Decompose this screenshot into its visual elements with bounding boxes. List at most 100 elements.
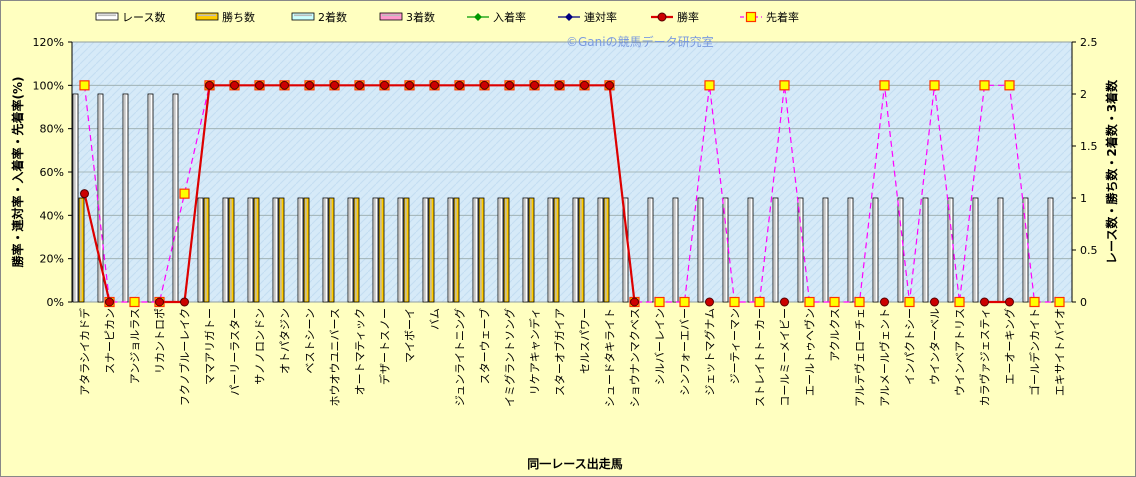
win-rate-point: [980, 297, 989, 307]
legend-swatch: [379, 12, 403, 21]
win-rate-point: [280, 80, 289, 90]
bar-2: [528, 197, 535, 303]
legend-label: 2着数: [318, 10, 347, 24]
category-label: スターウェーブ: [478, 308, 492, 384]
win-rate-point: [105, 297, 114, 307]
category-label: パーリーラスター: [229, 308, 242, 396]
category-label: サノノロンドン: [254, 308, 267, 385]
category-label: ウインターベル: [929, 308, 942, 385]
bar-shade: [224, 199, 226, 301]
bar-shade: [524, 199, 526, 301]
bar-shade: [749, 199, 751, 301]
bar-shade: [474, 199, 476, 301]
legend-label: 3着数: [406, 10, 435, 24]
win-rate-point: [330, 80, 339, 90]
bar-shade: [449, 199, 451, 301]
bar-1: [297, 197, 304, 303]
bar-1: [497, 197, 504, 303]
bar-1: [697, 197, 704, 303]
category-label: ショウナンマクベス: [629, 308, 642, 407]
win-rate-point: [505, 80, 514, 90]
bar-shade: [724, 199, 726, 301]
win-rate-point: [605, 80, 614, 90]
bar-2: [453, 197, 460, 303]
bar-shade: [405, 199, 407, 301]
right-tick-label: 0.5: [1080, 244, 1098, 257]
bar-1: [572, 197, 579, 303]
category-label: スターオブガイア: [553, 308, 567, 396]
ahead-rate-point: [754, 296, 765, 308]
category-label: ストレイトトーカー: [754, 308, 767, 407]
ahead-rate-point: [1029, 296, 1040, 308]
legend-label: 勝率: [677, 10, 699, 24]
bar-2: [78, 197, 85, 303]
win-rate-point: [455, 80, 464, 90]
bar-shade: [549, 199, 551, 301]
win-rate-point: [480, 80, 489, 90]
bar-shade: [580, 199, 582, 301]
left-tick-label: 100%: [33, 79, 64, 92]
bar-shade: [274, 199, 276, 301]
bar-shade: [649, 199, 651, 301]
legend-swatch-shade: [198, 14, 216, 17]
win-rate-point: [880, 297, 889, 307]
category-label: オトパタジン: [279, 308, 292, 374]
legend-item: 勝ち数: [195, 10, 255, 24]
left-tick-label: 120%: [33, 36, 64, 49]
win-rate-point: [80, 189, 89, 199]
legend-item: 2着数: [291, 10, 347, 24]
bar-2: [428, 197, 435, 303]
right-axis: 0 0.5 1 1.5 2 2.5: [1071, 36, 1098, 309]
ahead-rate-point: [779, 80, 790, 91]
category-label: ジェットマグナム: [703, 308, 717, 396]
legend-marker: [474, 13, 482, 21]
category-label: アクルクス: [829, 308, 842, 362]
ahead-rate-point: [704, 80, 715, 91]
bar-1: [872, 197, 879, 303]
bar-shade: [249, 199, 251, 301]
bar-shade: [374, 199, 376, 301]
bar-1: [472, 197, 479, 303]
category-label: エーオーキング: [1003, 308, 1017, 385]
legend-swatch: [291, 12, 315, 21]
bar-1: [672, 197, 679, 303]
category-label: ジュンライトニング: [453, 308, 467, 406]
ahead-rate-point: [129, 296, 140, 308]
win-rate-point: [1005, 297, 1014, 307]
win-rate-point: [780, 297, 789, 307]
ahead-rate-point: [879, 80, 890, 91]
legend-item: 入着率: [467, 10, 526, 24]
bar-2: [328, 197, 335, 303]
ahead-rate-point: [1004, 80, 1015, 91]
category-axis: アタラシイカドデ スナーピカン アンジョルラス リカントロポ フクノブルーレイク ママアリ…: [78, 308, 1067, 407]
bar-shade: [674, 199, 676, 301]
legend-item: 勝率: [651, 10, 699, 24]
left-axis: 0% 20% 40% 60% 80% 100% 120%: [33, 36, 73, 309]
bar-shade: [299, 199, 301, 301]
bar-2: [303, 197, 310, 303]
win-rate-point: [255, 80, 264, 90]
right-tick-label: 1.5: [1080, 140, 1098, 153]
category-label: シュードタキライト: [604, 308, 617, 407]
category-label: ゴールデンカイト: [1028, 308, 1042, 396]
bar-1: [322, 197, 329, 303]
bar-shade: [124, 95, 126, 301]
bar-shade: [599, 199, 601, 301]
watermark: ©Ganiの競馬データ研究室: [566, 34, 714, 49]
bar-2: [478, 197, 485, 303]
legend-label: レース数: [122, 11, 165, 24]
left-axis-title: 勝率・連対率・入着率・先着率(%): [10, 77, 25, 268]
legend-item: 3着数: [379, 10, 435, 24]
right-axis-title: レース数・勝ち数・2着数・3着数: [1104, 79, 1119, 264]
bar-1: [597, 197, 604, 303]
ahead-rate-point: [829, 296, 840, 308]
bar-series: [72, 93, 1054, 303]
left-tick-label: 20%: [40, 253, 64, 266]
legend-item: 連対率: [558, 10, 617, 24]
bar-2: [403, 197, 410, 303]
bar-shade: [1049, 199, 1051, 301]
ahead-rate-point: [79, 80, 90, 91]
bar-shade: [824, 199, 826, 301]
win-rate-point: [405, 80, 414, 90]
win-rate-point: [630, 297, 639, 307]
